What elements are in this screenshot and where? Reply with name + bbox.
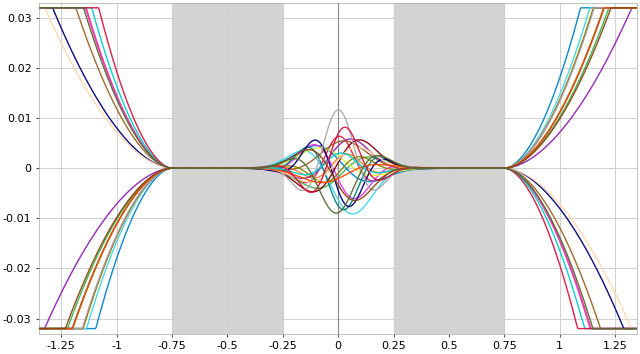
Bar bbox=[172, 3, 283, 333]
Bar bbox=[394, 3, 504, 333]
